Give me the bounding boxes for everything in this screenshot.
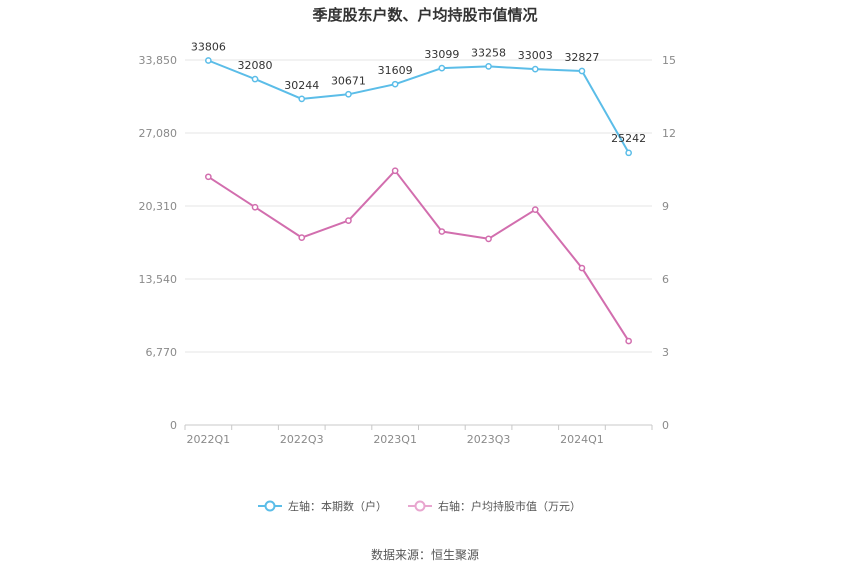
x-axis-tick-label: 2023Q1	[373, 433, 417, 446]
left-axis-tick-label: 33,850	[139, 54, 178, 67]
x-axis-tick-label: 2024Q1	[560, 433, 604, 446]
series-1-data-label: 30671	[331, 74, 366, 87]
legend-right-marker-icon	[414, 500, 426, 512]
series-1-point[interactable]	[251, 75, 259, 83]
left-axis-tick-label: 0	[170, 419, 177, 432]
x-axis-tick-label: 2022Q3	[280, 433, 324, 446]
series-1-data-label: 33099	[424, 48, 459, 61]
right-axis-tick-label: 3	[662, 346, 669, 359]
right-axis-tick-label: 6	[662, 273, 669, 286]
legend-item-right-series[interactable]: 右轴：户均持股市值（万元）	[408, 499, 581, 513]
series-1-point[interactable]	[625, 149, 633, 157]
series-line-1	[207, 59, 630, 154]
series-1-data-label: 30244	[284, 79, 319, 92]
series-2-point[interactable]	[205, 173, 212, 181]
right-axis-tick-label: 12	[662, 127, 676, 140]
left-axis-tick-label: 27,080	[139, 127, 178, 140]
legend-left-label: 左轴：本期数（户）	[288, 499, 387, 513]
legend-item-left-series[interactable]: 左轴：本期数（户）	[258, 499, 387, 513]
grid-lines	[185, 59, 652, 353]
series-1-point[interactable]	[485, 63, 492, 70]
series-line-2	[207, 169, 630, 342]
x-axis-tick-label: 2022Q1	[187, 433, 231, 446]
series-1-data-label: 25242	[611, 132, 646, 145]
series-1-point[interactable]	[438, 64, 446, 72]
chart-title: 季度股东户数、户均持股市值情况	[312, 6, 537, 24]
right-axis-tick-label: 15	[662, 54, 676, 67]
series-2-point[interactable]	[578, 264, 586, 272]
series-1-data-label: 32827	[564, 51, 599, 64]
series-2-point[interactable]	[485, 235, 492, 243]
series-1-data-label: 31609	[378, 64, 413, 77]
left-axis-tick-label: 20,310	[139, 200, 178, 213]
right-axis-tick-label: 0	[662, 419, 669, 432]
axes: 0 6,770 13,540 20,310 27,080 33,850 0 3 6 9 12 15 20…	[139, 54, 677, 446]
series-1-point[interactable]	[531, 65, 539, 73]
series-1-data-label: 33258	[471, 46, 506, 59]
series-2-point[interactable]	[345, 217, 352, 224]
legend-left-marker-icon	[264, 500, 276, 512]
series-2-point[interactable]	[298, 234, 306, 241]
series-2-point[interactable]	[625, 337, 633, 345]
series-1-point[interactable]	[298, 95, 306, 103]
series-1-point[interactable]	[578, 67, 586, 75]
series-2-point[interactable]	[251, 203, 259, 211]
x-axis-tick-label: 2023Q3	[467, 433, 511, 446]
series-1-point[interactable]	[391, 80, 399, 88]
series-1-data-label: 32080	[238, 59, 273, 72]
series-1-data-label: 33806	[191, 40, 226, 53]
legend-right-label: 右轴：户均持股市值（万元）	[438, 499, 581, 513]
series-1-data-label: 33003	[518, 49, 553, 62]
series-2-point[interactable]	[438, 228, 446, 235]
series-2-point[interactable]	[391, 167, 399, 175]
right-axis-tick-label: 9	[662, 200, 669, 213]
series-1-point[interactable]	[205, 57, 212, 64]
series-2-point[interactable]	[531, 206, 539, 213]
left-axis-tick-label: 13,540	[139, 273, 178, 286]
series-1-point[interactable]	[345, 90, 352, 98]
legend[interactable]: 左轴：本期数（户） 右轴：户均持股市值（万元）	[258, 499, 581, 513]
data-source: 数据来源：恒生聚源	[371, 547, 479, 562]
left-axis-tick-label: 6,770	[146, 346, 178, 359]
series-layer: 33806 32080 30244 30671 31609 33099 33258 33003…	[191, 40, 646, 345]
